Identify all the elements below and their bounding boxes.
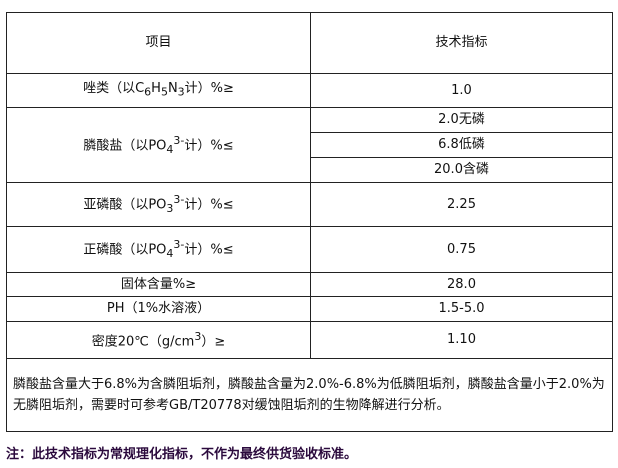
label-solids: 固体含量%≥ [6, 272, 311, 297]
row-phosphorous: 亚磷酸（以PO33-计）%≤ 2.25 [6, 182, 613, 227]
row-density: 密度20℃（g/cm3）≥ 1.10 [6, 321, 613, 359]
label-phosphorous: 亚磷酸（以PO33-计）%≤ [6, 182, 311, 227]
header-item: 项目 [6, 12, 311, 74]
header-row: 项目 技术指标 [6, 12, 613, 74]
value-phosphorous: 2.25 [310, 182, 613, 227]
label-phosphate: 膦酸盐（以PO43-计）%≤ [6, 107, 311, 183]
row-phosphate: 膦酸盐（以PO43-计）%≤ 2.0无磷 [6, 107, 613, 183]
label-azole: 唑类（以C6H5N3计）%≥ [6, 73, 311, 108]
row-ph: PH（1%水溶液） 1.5-5.0 [6, 296, 613, 322]
table-note: 膦酸盐含量大于6.8%为含膦阻垢剂，膦酸盐含量为2.0%-6.8%为低膦阻垢剂，… [6, 358, 613, 432]
row-note: 膦酸盐含量大于6.8%为含膦阻垢剂，膦酸盐含量为2.0%-6.8%为低膦阻垢剂，… [6, 358, 613, 432]
row-phosphate-high: 20.0含磷 [7, 157, 613, 183]
label-orthophosphate: 正磷酸（以PO43-计）%≤ [6, 226, 311, 273]
row-solids: 固体含量%≥ 28.0 [6, 272, 613, 297]
value-orthophosphate: 0.75 [310, 226, 613, 273]
row-phosphate-low: 6.8低磷 [7, 132, 613, 158]
label-ph: PH（1%水溶液） [6, 296, 311, 322]
value-phosphate-high: 20.0含磷 [310, 157, 613, 183]
row-azole: 唑类（以C6H5N3计）%≥ 1.0 [6, 73, 613, 108]
value-density: 1.10 [310, 321, 613, 359]
label-density: 密度20℃（g/cm3）≥ [6, 321, 311, 359]
value-phosphate-none: 2.0无磷 [310, 107, 613, 133]
spec-table: 项目 技术指标 唑类（以C6H5N3计）%≥ 1.0 膦酸盐（以PO43-计）%… [6, 12, 613, 432]
value-azole: 1.0 [310, 73, 613, 108]
header-spec: 技术指标 [310, 12, 613, 74]
value-phosphate-low: 6.8低磷 [310, 132, 613, 158]
row-orthophosphate: 正磷酸（以PO43-计）%≤ 0.75 [6, 226, 613, 273]
value-solids: 28.0 [310, 272, 613, 297]
footnote: 注：此技术指标为常规理化指标，不作为最终供货验收标准。 [6, 447, 358, 462]
value-ph: 1.5-5.0 [310, 296, 613, 322]
